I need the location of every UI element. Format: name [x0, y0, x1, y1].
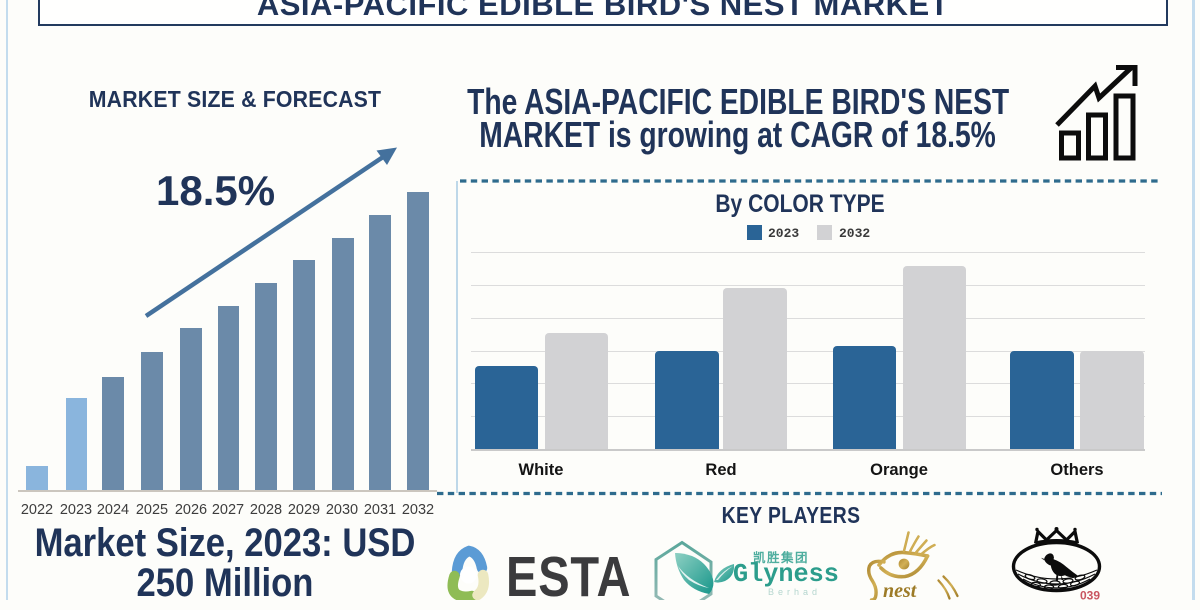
svg-text:039: 039 [1080, 589, 1100, 601]
svg-text:nest: nest [883, 580, 918, 600]
